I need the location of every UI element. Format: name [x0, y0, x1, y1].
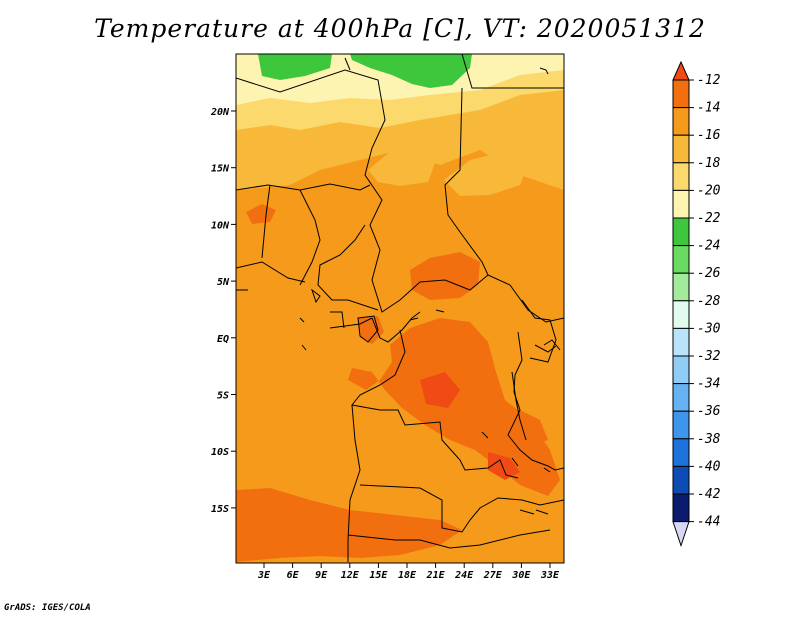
colorbar-label: -34: [697, 377, 720, 392]
y-tick-label: 20N: [210, 107, 230, 118]
x-tick-label: 21E: [426, 570, 446, 581]
y-tick-label: EQ: [217, 334, 229, 345]
x-tick-label: 27E: [483, 570, 503, 581]
x-tick-label: 18E: [398, 570, 417, 581]
colorbar-box: [672, 134, 690, 164]
colorbar-box: [672, 327, 690, 357]
colorbar-label: -44: [697, 515, 720, 530]
colorbar-label: -32: [697, 349, 721, 364]
colorbar-box: [672, 189, 690, 219]
colorbar-label: -20: [697, 183, 721, 198]
colorbar-label: -12: [697, 73, 721, 88]
country-borders: [236, 54, 564, 562]
colorbar-box: [672, 410, 690, 440]
colorbar-label: -30: [697, 321, 721, 336]
longitude-axis: 3E 6E 9E 12E 15E 18E 21E 24E 27E 30E 33E: [257, 563, 560, 581]
colorbar-box: [672, 355, 690, 385]
colorbar-label: -40: [697, 459, 721, 474]
colorbar-box: [672, 217, 690, 247]
colorbar-bottom-arrow: [672, 521, 690, 548]
y-tick-label: 15S: [211, 504, 229, 515]
y-tick-label: 15N: [211, 164, 230, 175]
colorbar-box: [672, 107, 690, 136]
colorbar-label: -14: [697, 101, 720, 116]
y-tick-label: 10N: [211, 220, 230, 231]
x-tick-label: 6E: [287, 570, 300, 581]
x-tick-label: 9E: [315, 570, 328, 581]
x-tick-label: 3E: [257, 570, 271, 581]
colorbar-box: [672, 300, 690, 329]
x-tick-label: 15E: [369, 570, 388, 581]
latitude-axis: 20N 15N 10N 5N EQ 5S 10S 15S: [210, 107, 236, 515]
colorbar-box: [672, 438, 690, 467]
colorbar-label: -28: [697, 294, 721, 309]
colorbar-label: -26: [697, 266, 721, 281]
colorbar-box: [672, 493, 690, 523]
colorbar: -12 -14 -16 -18 -20 -22 -24 -26 -28 -30 -32 -34 -36 -…: [672, 60, 721, 548]
x-tick-label: 12E: [341, 570, 360, 581]
colorbar-box: [672, 245, 690, 274]
colorbar-label: -38: [697, 432, 721, 447]
y-tick-label: 5S: [217, 391, 229, 402]
colorbar-label: -24: [697, 239, 720, 254]
y-tick-label: 10S: [211, 447, 229, 458]
footer-credit: GrADS: IGES/COLA: [4, 603, 91, 613]
colorbar-label: -22: [697, 211, 721, 226]
x-tick-label: 30E: [511, 570, 531, 581]
colorbar-label: -18: [697, 156, 721, 171]
colorbar-box: [672, 465, 690, 495]
colorbar-box: [672, 272, 690, 302]
x-tick-label: 33E: [540, 570, 560, 581]
colorbar-top-arrow: [672, 60, 690, 81]
colorbar-box: [672, 383, 690, 412]
colorbar-box: [672, 162, 690, 191]
map-frame: [235, 53, 565, 564]
colorbar-box: [672, 79, 690, 109]
colorbar-label: -42: [697, 487, 721, 502]
x-tick-label: 24E: [454, 570, 474, 581]
colorbar-label: -16: [697, 128, 721, 143]
colorbar-label: -36: [697, 404, 721, 419]
map-title: Temperature at 400hPa [C], VT: 202005131…: [94, 14, 706, 43]
y-tick-label: 5N: [217, 277, 230, 288]
